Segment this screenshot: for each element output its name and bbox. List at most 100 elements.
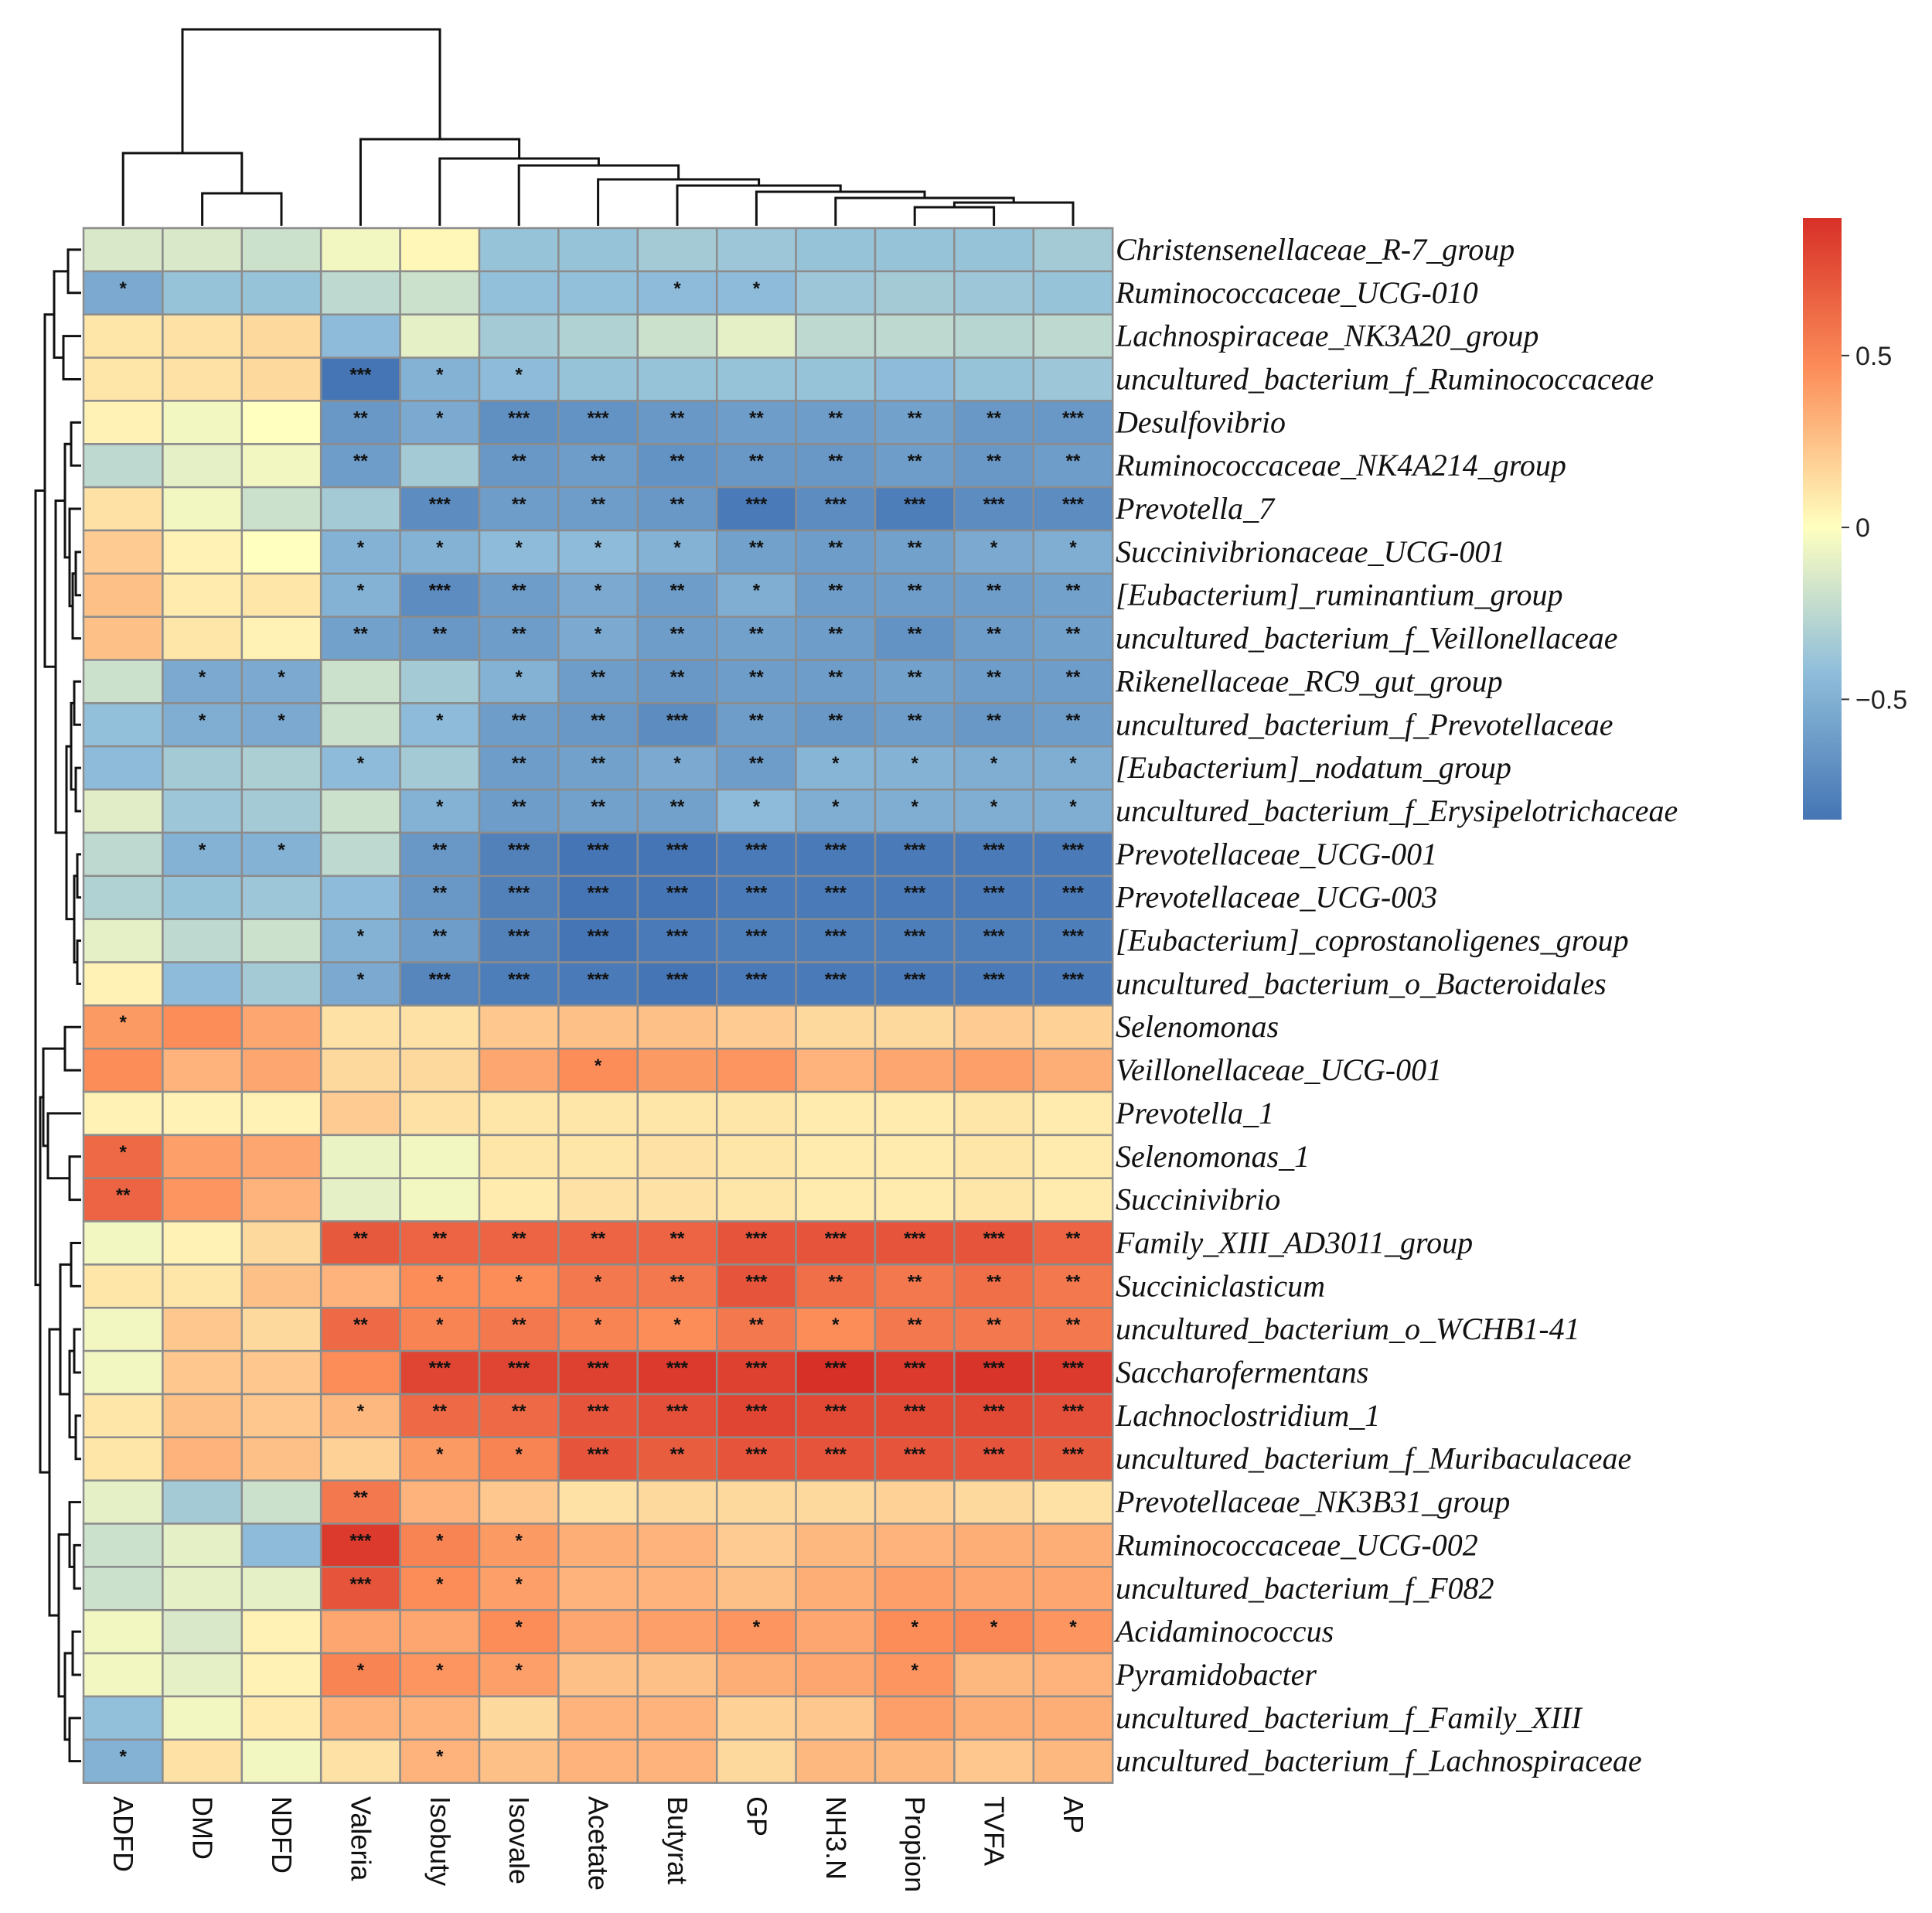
heatmap-cell [319,831,401,878]
heatmap-cell [319,659,401,704]
heatmap-cell [795,1349,877,1396]
heatmap-cell [1032,1047,1114,1093]
significance-mark: * [199,667,206,687]
heatmap-cell [874,875,956,920]
heatmap-cell [1032,788,1114,834]
heatmap-cell [795,227,877,273]
significance-mark: *** [983,883,1006,904]
significance-mark: *** [825,883,847,904]
significance-mark: *** [983,1401,1006,1422]
significance-mark: ** [749,537,764,558]
row-dendrogram-link [74,766,81,813]
heatmap-cell [874,659,956,704]
significance-mark: ** [749,667,764,687]
heatmap-cell [478,1479,560,1525]
heatmap-cell [1032,1134,1114,1180]
row-dendrogram-link [68,1717,81,1763]
significance-mark: *** [745,969,768,990]
heatmap-cell [240,400,322,445]
significance-mark: *** [745,1358,768,1379]
row-label: uncultured_bacterium_o_WCHB1-41 [1116,1311,1580,1346]
heatmap-cell [478,1436,560,1482]
significance-mark: ** [670,1444,685,1465]
column-label: Acetate [583,1796,615,1891]
row-label: Lachnospiraceae_NK3A20_group [1115,319,1538,353]
heatmap-cell [399,961,481,1007]
significance-mark: ** [670,796,685,817]
row-label: [Eubacterium]_ruminantium_group [1116,578,1563,612]
row-label: Prevotellaceae_UCG-001 [1115,837,1437,871]
heatmap-cell [399,659,481,704]
row-label: uncultured_bacterium_o_Bacteroidales [1116,966,1607,1001]
significance-mark: *** [983,926,1006,947]
heatmap-cell [319,1004,401,1050]
significance-marks: * * **** * *** * *** *** ** ** ** ** ** ***** ** ** ** **… [116,278,1085,1768]
heatmap-cell [557,961,639,1007]
significance-mark: * [832,796,840,817]
significance-mark: *** [666,710,689,731]
row-dendrogram-link [70,421,81,467]
significance-mark: * [357,969,365,990]
significance-mark: ** [749,624,764,645]
heatmap-cell [478,227,560,273]
heatmap-cell [1032,529,1114,575]
significance-mark: *** [666,840,689,861]
heatmap-cell [557,1738,639,1784]
heatmap-cell [399,1436,481,1482]
row-label: [Eubacterium]_coprostanoligenes_group [1116,923,1629,958]
heatmap-cell [636,1134,718,1180]
significance-mark: * [120,1142,128,1163]
heatmap-cell [82,443,164,489]
heatmap-cell [795,831,877,878]
significance-mark: * [595,1271,602,1292]
heatmap-cell [715,961,797,1007]
significance-mark: ** [670,667,685,687]
significance-mark: ** [908,537,922,558]
column-label: NDFD [266,1796,298,1874]
heatmap-cell [82,1177,164,1222]
heatmap-cell [82,1349,164,1396]
significance-mark: *** [1062,494,1085,515]
significance-mark: ** [353,624,368,645]
heatmap-cell [82,1090,164,1137]
significance-mark: *** [1062,1358,1085,1379]
heatmap-cell [557,1695,639,1741]
heatmap-cell [478,875,560,920]
significance-mark: * [990,537,998,558]
heatmap-cell [1032,486,1114,532]
significance-mark: *** [429,969,451,990]
color-legend: 0.5 0 −0.5 [1803,218,1907,820]
heatmap-cell [1032,270,1114,316]
significance-mark: ** [749,451,764,472]
significance-mark: *** [904,1444,926,1465]
heatmap-cell [636,1695,718,1741]
heatmap-cell [162,1738,244,1784]
heatmap-cell [557,616,639,661]
heatmap-cell [636,702,718,748]
heatmap-cell [636,1479,718,1525]
significance-mark: *** [983,494,1006,515]
significance-mark: *** [1062,1444,1085,1465]
heatmap-cell [795,443,877,489]
heatmap-cell [874,961,956,1007]
row-dendrogram-link [42,1047,65,1147]
heatmap-cell [874,1004,956,1050]
heatmap-cell [636,270,718,316]
significance-mark: * [673,1315,681,1335]
heatmap-cell [82,831,164,878]
heatmap-cell [240,443,322,489]
heatmap-cell [240,1177,322,1222]
significance-mark: * [436,365,444,386]
heatmap-cell [715,270,797,316]
row-label: Succiniclasticum [1116,1268,1325,1303]
significance-mark: ** [670,1271,685,1292]
heatmap-cell [478,1738,560,1784]
heatmap-cell [1032,1090,1114,1137]
significance-mark: ** [1066,1229,1081,1250]
heatmap-cell [399,1523,481,1568]
heatmap-cell [240,486,322,532]
significance-mark: ** [908,710,922,731]
heatmap-cell [1032,1479,1114,1525]
heatmap-cell [953,1523,1035,1568]
row-label: Selenomonas_1 [1116,1139,1310,1174]
